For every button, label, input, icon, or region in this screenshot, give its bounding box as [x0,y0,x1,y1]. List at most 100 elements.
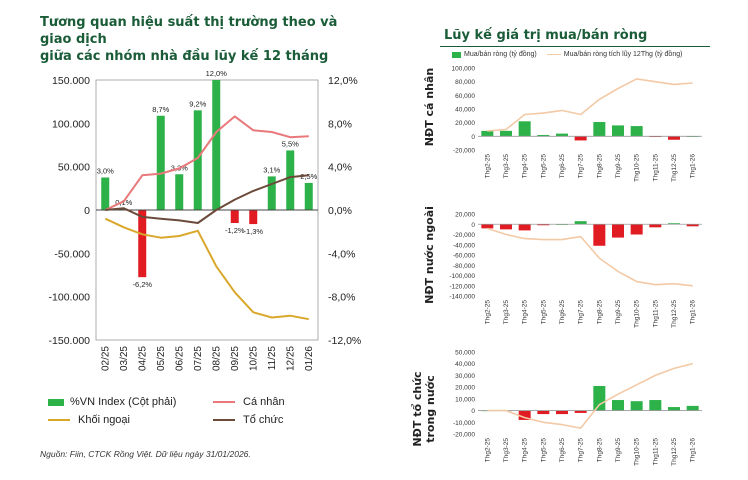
panel-x-tick-label: Thg12-25 [671,154,678,182]
panel-x-tick-label: Thg3-25 [503,154,510,179]
y-left-tick-label: -50.000 [54,248,90,260]
main-title-line2: giữa các nhóm nhà đầu lũy kế 12 tháng [40,49,329,64]
x-tick-label: 05/25 [156,346,167,371]
vnindex-bar-label: -6,2% [132,280,152,289]
x-tick-label: 01/26 [304,346,315,371]
panel-x-tick-label: Thg8-25 [596,300,603,325]
panel-bar [574,410,587,413]
title-rule [440,46,710,47]
legend-vnindex: %VN Index (Cột phải) [48,396,176,408]
panel-y-tick-label: 40,000 [455,107,475,114]
panel-y-tick-label: 0 [471,408,475,415]
panel-x-tick-label: Thg10-25 [634,154,641,182]
panel-y-tick-label: 40,000 [455,361,475,368]
panel-cum-line [487,78,693,132]
panel-x-tick-label: Thg2-25 [484,300,491,325]
x-tick-label: 06/25 [174,346,185,371]
panel-bar [612,400,624,411]
panel-y-tick-label: -140,000 [449,294,475,301]
y-left-tick-label: 0 [84,205,90,217]
tochuc-line [105,174,309,224]
legend-swatch-khoingoai [48,419,70,421]
x-tick-label: 04/25 [137,346,148,371]
panel-bar [686,405,699,411]
panel-bar [593,224,606,246]
legend-khoingoai: Khối ngoại [48,414,130,426]
panel-x-tick-label: Thg2-25 [484,438,491,463]
legend-label-canhan: Cá nhân [243,396,285,408]
vnindex-bar [212,80,221,210]
panel-y-tick-label: -20,000 [453,232,475,239]
panel-x-tick-label: Thg7-25 [578,300,585,325]
panel-y-tick-label: 0 [471,222,475,229]
vnindex-bar-label: -1,3% [243,227,263,236]
panel-x-tick-label: Thg11-25 [652,154,659,182]
source-note: Nguồn: Fiin, CTCK Rồng Việt. Dữ liệu ngà… [40,449,251,459]
vnindex-bar-label: 12,0% [206,69,228,78]
legend-swatch-canhan [213,401,235,403]
vnindex-bar-label: -1,2% [225,226,245,235]
panel-cum-line [487,227,693,287]
panel-bar [612,224,624,238]
panel-x-tick-label: Thg8-25 [596,154,603,179]
panel-bar [649,224,662,228]
panel-bar [593,385,606,411]
panel-x-tick-label: Thg5-25 [540,154,547,179]
right-legend-bar-label: Mua/bán ròng (tỷ đồng) [464,51,537,58]
panel-x-tick-label: Thg6-25 [559,154,566,179]
main-title-line1: Tương quan hiệu suất thị trường theo và … [40,15,338,47]
panel-x-tick-label: Thg10-25 [634,300,641,328]
panel-bar [630,126,643,137]
legend-label-tochuc: Tổ chức [243,414,284,426]
panel-bar [518,410,531,420]
panel-bar [668,223,680,225]
vnindex-bar-label: 2,5% [300,172,317,181]
panel-x-tick-label: Thg6-25 [559,438,566,463]
x-tick-label: 02/25 [100,346,111,371]
legend-canhan: Cá nhân [213,396,285,408]
panel-x-tick-label: Thg7-25 [578,154,585,179]
panel-label-nuocngoai: NĐT nước ngoài [423,206,436,304]
vnindex-bar [156,115,165,210]
right-legend-swatch-bar [452,51,461,58]
vnindex-bar-label: 5,5% [282,139,299,148]
panel-y-tick-label: 20,000 [455,385,475,392]
y-right-tick-label: -12,0% [328,335,361,347]
panel-x-tick-label: Thg12-25 [671,300,678,328]
y-right-tick-label: 12,0% [328,75,358,87]
vnindex-bar-label: 0,1% [115,198,132,207]
x-tick-label: 03/25 [119,346,130,371]
panel-label-canhan: NĐT cá nhân [423,67,436,147]
panel-bar [556,133,568,137]
panel-y-tick-label: -20,000 [453,432,475,439]
panel-x-tick-label: Thg8-25 [596,438,603,463]
panel-x-tick-label: Thg6-25 [559,300,566,325]
panel-cum-line [487,362,693,429]
panel-y-tick-label: -120,000 [449,283,475,290]
panel-nuocngoai-chart: 20,000 0 -20,000 -40,000 -60,000 -80,000 -100,… [449,212,702,328]
panel-bar [630,224,643,235]
right-legend-swatch-line [546,53,561,56]
y-left-tick-label: -150.000 [49,335,91,347]
canhan-line [104,115,309,211]
panel-y-tick-label: 30,000 [455,373,475,380]
right-legend-line-label: Mua/bán ròng tích lũy 12Thg (tỷ đồng) [563,51,683,58]
main-chart-title: Tương quan hiệu suất thị trường theo và … [40,14,370,65]
vnindex-bar [267,176,276,210]
main-chart: 150.000 100.000 50.000 0 -50.000 -100.000 -150… [49,69,362,371]
vnindex-bar [286,150,295,210]
legend-swatch-tochuc [213,419,235,421]
panel-bar [481,130,494,137]
panel-y-tick-label: 100,000 [452,66,476,73]
panel-x-tick-label: Thg1-26 [690,300,697,325]
panel-y-tick-label: 50,000 [455,350,475,357]
right-chart-title: Lũy kế giá trị mua/bán ròng [444,28,648,43]
panel-bar [537,134,550,137]
panel-x-tick-label: Thg12-25 [671,438,678,466]
panel-y-tick-label: 60,000 [455,93,475,100]
panel-bar [537,224,550,226]
x-tick-label: 12/25 [285,346,296,371]
vnindex-bar [119,208,128,210]
y-left-tick-label: -100.000 [49,292,91,304]
vnindex-bar-label: 3,1% [263,165,280,174]
